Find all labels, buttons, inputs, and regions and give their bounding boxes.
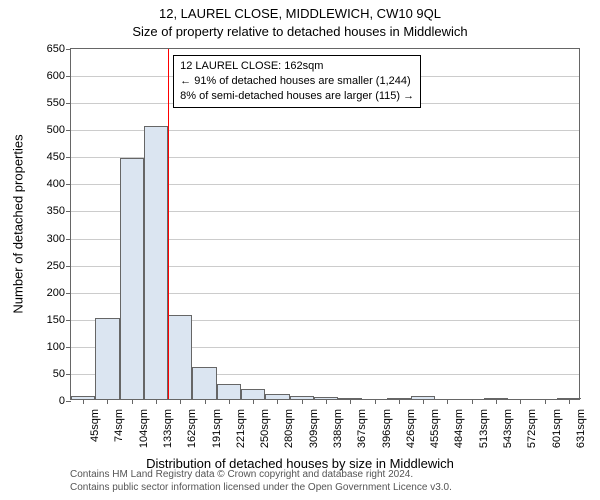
- xtick-label: 455sqm: [427, 409, 441, 459]
- annotation-line: 12 LAUREL CLOSE: 162sqm: [180, 59, 414, 74]
- xtick-label: 513sqm: [476, 409, 490, 459]
- xtick-mark: [569, 399, 570, 404]
- ytick-label: 200: [47, 287, 71, 299]
- ytick-label: 50: [53, 368, 71, 380]
- xtick-mark: [447, 399, 448, 404]
- ytick-label: 400: [47, 178, 71, 190]
- xtick-mark: [472, 399, 473, 404]
- xtick-label: 309sqm: [306, 409, 320, 459]
- xtick-label: 250sqm: [257, 409, 271, 459]
- ytick-label: 250: [47, 260, 71, 272]
- xtick-mark: [107, 399, 108, 404]
- xtick-mark: [277, 399, 278, 404]
- xtick-mark: [83, 399, 84, 404]
- histogram-bar: [241, 389, 265, 399]
- y-axis-label: Number of detached properties: [11, 134, 26, 313]
- plot-area: 0501001502002503003504004505005506006504…: [70, 48, 580, 400]
- xtick-label: 338sqm: [330, 409, 344, 459]
- ytick-label: 0: [59, 395, 71, 407]
- xtick-mark: [132, 399, 133, 404]
- ytick-label: 150: [47, 314, 71, 326]
- ytick-label: 450: [47, 151, 71, 163]
- histogram-bar: [192, 367, 216, 399]
- xtick-label: 280sqm: [281, 409, 295, 459]
- xtick-label: 45sqm: [87, 409, 101, 459]
- xtick-mark: [253, 399, 254, 404]
- xtick-label: 396sqm: [379, 409, 393, 459]
- ytick-label: 550: [47, 97, 71, 109]
- histogram-bar: [168, 315, 192, 399]
- histogram-bar: [144, 126, 168, 399]
- xtick-label: 543sqm: [500, 409, 514, 459]
- histogram-bar: [217, 384, 241, 399]
- xtick-mark: [326, 399, 327, 404]
- xtick-label: 601sqm: [549, 409, 563, 459]
- ytick-label: 600: [47, 70, 71, 82]
- ytick-label: 500: [47, 124, 71, 136]
- chart-subtitle: Size of property relative to detached ho…: [0, 24, 600, 39]
- xtick-label: 221sqm: [233, 409, 247, 459]
- annotation-box: 12 LAUREL CLOSE: 162sqm← 91% of detached…: [173, 55, 421, 108]
- xtick-label: 572sqm: [524, 409, 538, 459]
- chart-title: 12, LAUREL CLOSE, MIDDLEWICH, CW10 9QL: [0, 6, 600, 21]
- xtick-mark: [350, 399, 351, 404]
- ytick-label: 300: [47, 233, 71, 245]
- chart-container: 12, LAUREL CLOSE, MIDDLEWICH, CW10 9QL S…: [0, 0, 600, 500]
- xtick-label: 162sqm: [184, 409, 198, 459]
- annotation-line: ← 91% of detached houses are smaller (1,…: [180, 74, 414, 89]
- xtick-mark: [229, 399, 230, 404]
- histogram-bar: [120, 158, 144, 399]
- xtick-label: 367sqm: [354, 409, 368, 459]
- xtick-label: 133sqm: [160, 409, 174, 459]
- footer-attribution: Contains HM Land Registry data © Crown c…: [70, 468, 452, 494]
- xtick-label: 484sqm: [451, 409, 465, 459]
- xtick-mark: [375, 399, 376, 404]
- xtick-label: 631sqm: [573, 409, 587, 459]
- xtick-label: 74sqm: [111, 409, 125, 459]
- ytick-label: 100: [47, 341, 71, 353]
- xtick-mark: [520, 399, 521, 404]
- ytick-label: 650: [47, 43, 71, 55]
- xtick-mark: [156, 399, 157, 404]
- xtick-mark: [545, 399, 546, 404]
- xtick-label: 104sqm: [136, 409, 150, 459]
- xtick-mark: [302, 399, 303, 404]
- reference-line: [168, 49, 169, 399]
- xtick-label: 191sqm: [209, 409, 223, 459]
- xtick-mark: [496, 399, 497, 404]
- xtick-mark: [180, 399, 181, 404]
- annotation-line: 8% of semi-detached houses are larger (1…: [180, 89, 414, 104]
- footer-line-2: Contains public sector information licen…: [70, 481, 452, 494]
- ytick-label: 350: [47, 205, 71, 217]
- footer-line-1: Contains HM Land Registry data © Crown c…: [70, 468, 452, 481]
- xtick-mark: [205, 399, 206, 404]
- xtick-mark: [423, 399, 424, 404]
- xtick-label: 426sqm: [403, 409, 417, 459]
- xtick-mark: [399, 399, 400, 404]
- histogram-bar: [95, 318, 119, 399]
